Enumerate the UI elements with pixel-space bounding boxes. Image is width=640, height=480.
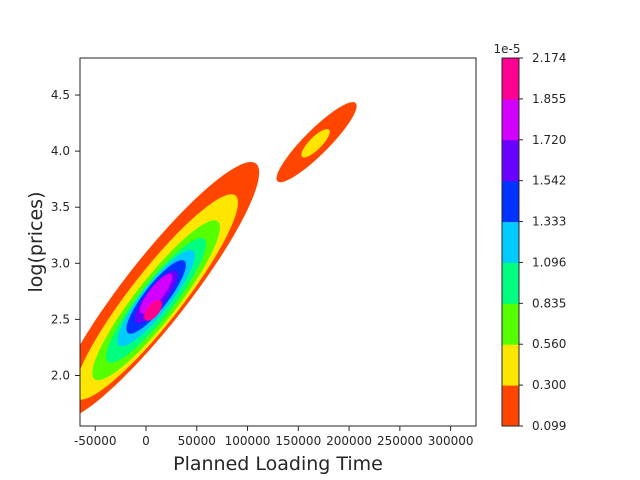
colorbar-multiplier: 1e-5 [494, 42, 521, 56]
colorbar-swatch [502, 98, 519, 141]
colorbar-tick-label: 1.333 [532, 215, 566, 229]
x-tick-label: 100000 [225, 434, 271, 448]
contour-band-0-8 [144, 299, 163, 321]
y-tick-label: 3.5 [51, 200, 70, 214]
x-axis-label: Planned Loading Time [173, 453, 383, 475]
colorbar-swatch [502, 303, 519, 345]
colorbar-swatch [502, 385, 519, 427]
y-tick-label: 4.0 [51, 144, 70, 158]
x-tick-label: 0 [142, 434, 150, 448]
colorbar-tick-label: 0.835 [532, 296, 566, 310]
x-tick-label: 200000 [326, 434, 372, 448]
colorbar-swatch [502, 221, 519, 263]
colorbar-swatch [502, 344, 519, 386]
plot-frame [79, 57, 477, 427]
colorbar-tick-label: 0.099 [532, 419, 566, 433]
colorbar-tick-label: 2.174 [532, 51, 566, 65]
y-axis-ticks: 2.0 2.5 3.0 3.5 4.0 4.5 [51, 88, 80, 383]
colorbar-tick-label: 1.542 [532, 174, 566, 188]
colorbar-swatch [502, 180, 519, 223]
x-tick-label: 250000 [377, 434, 423, 448]
colorbar-tick-label: 0.560 [532, 337, 566, 351]
y-tick-label: 4.5 [51, 88, 70, 102]
x-tick-label: -50000 [74, 434, 117, 448]
x-tick-label: 300000 [428, 434, 474, 448]
colorbar-frame [501, 57, 520, 427]
y-tick-label: 2.5 [51, 312, 70, 326]
colorbar-tick-label: 1.720 [532, 133, 566, 147]
colorbar-swatch [502, 58, 519, 100]
y-tick-label: 2.0 [51, 369, 70, 383]
x-axis-ticks: -50000 0 50000 100000 150000 200000 250000 3000… [74, 426, 474, 448]
colorbar-tick-label: 1.855 [532, 92, 566, 106]
colorbar-swatch [502, 262, 519, 304]
colorbar-swatch [502, 139, 519, 182]
contour-band-0-7 [139, 273, 173, 314]
colorbar: 0.099 0.300 0.560 0.835 1.096 1.333 1.542 1.720… [501, 51, 566, 433]
y-tick-label: 3.0 [51, 256, 70, 270]
x-tick-label: 150000 [275, 434, 321, 448]
contour-band-1-1 [301, 129, 330, 158]
x-tick-label: 50000 [178, 434, 216, 448]
y-axis-label: log(prices) [25, 192, 47, 293]
colorbar-tick-label: 0.300 [532, 378, 566, 392]
plot-area [80, 58, 476, 426]
contour-layer [80, 102, 357, 421]
colorbar-tick-label: 1.096 [532, 255, 566, 269]
